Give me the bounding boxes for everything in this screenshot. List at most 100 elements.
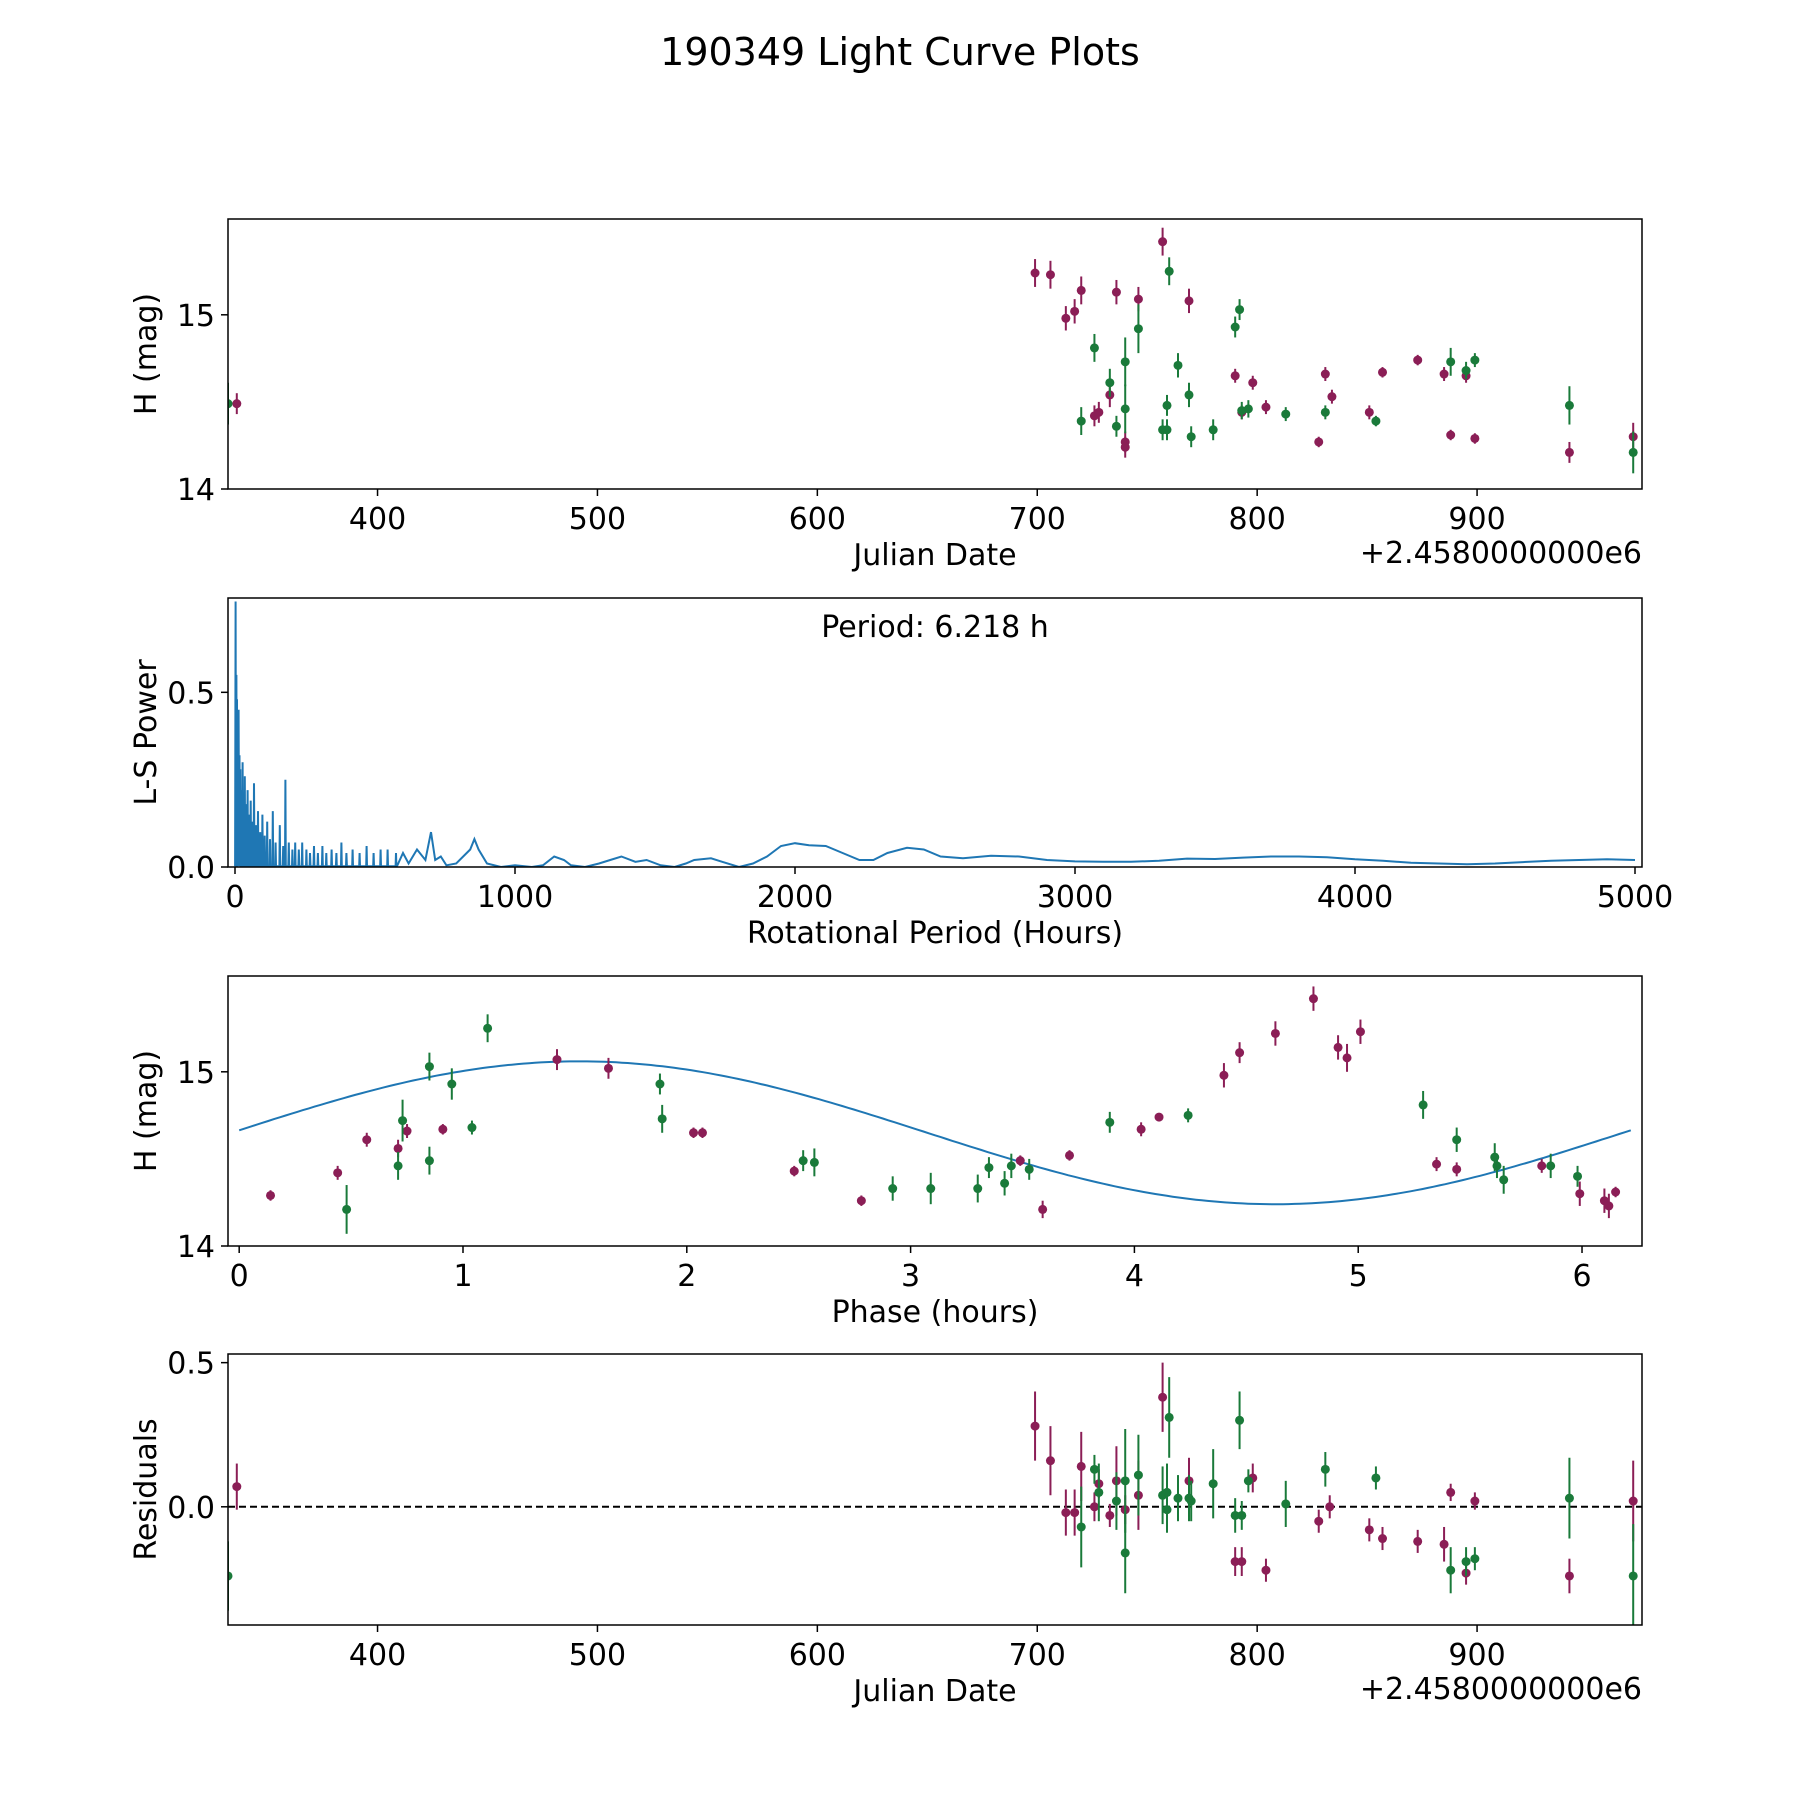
band2-data-point — [1230, 322, 1240, 332]
band2-data-point — [483, 1023, 493, 1033]
x-axis-label: Phase (hours) — [832, 1295, 1039, 1330]
band1-data-point — [1314, 437, 1324, 447]
residuals-plot-area — [228, 1362, 1642, 1625]
band1-data-point — [1111, 287, 1121, 297]
band2-data-point — [1120, 404, 1130, 414]
y-tick-label: 14 — [177, 473, 215, 508]
band1-data-point — [1413, 355, 1423, 365]
x-tick-label: 400 — [349, 1638, 406, 1673]
band1-data-point — [1184, 296, 1194, 306]
y-axis-label: H (mag) — [129, 293, 164, 415]
band1-data-point — [1261, 1565, 1271, 1575]
band2-data-point — [1173, 1493, 1183, 1503]
band2-data-point — [1243, 404, 1253, 414]
band2-data-point — [1120, 1476, 1130, 1486]
band1-data-point — [1248, 378, 1258, 388]
band2-data-point — [1162, 1505, 1172, 1515]
band2-data-point — [1446, 1565, 1456, 1575]
x-tick-label: 1000 — [477, 880, 553, 915]
band1-data-point — [1413, 1536, 1423, 1546]
band1-data-point — [1120, 442, 1130, 452]
band2-data-point — [1208, 1479, 1218, 1489]
band1-data-point — [1604, 1201, 1614, 1211]
x-tick-label: 500 — [569, 502, 626, 537]
x-tick-label: 800 — [1229, 1638, 1286, 1673]
band2-data-point — [1573, 1171, 1583, 1181]
band2-data-point — [1628, 447, 1638, 457]
band2-data-point — [798, 1156, 808, 1166]
band1-data-point — [789, 1166, 799, 1176]
band1-data-point — [1364, 407, 1374, 417]
x-offset-label: +2.4580000000e6 — [1360, 536, 1642, 571]
y-tick-label: 0.0 — [167, 1491, 215, 1526]
x-offset-label: +2.4580000000e6 — [1360, 1672, 1642, 1707]
band2-data-point — [1230, 1510, 1240, 1520]
band2-data-point — [1024, 1164, 1034, 1174]
y-tick-label: 15 — [177, 1056, 215, 1091]
band2-data-point — [424, 1156, 434, 1166]
band2-data-point — [1418, 1100, 1428, 1110]
band1-data-point — [232, 399, 242, 409]
band2-data-point — [1164, 266, 1174, 276]
band1-data-point — [1327, 392, 1337, 402]
y-tick-label: 15 — [177, 299, 215, 334]
band1-data-point — [1158, 237, 1168, 247]
x-axis-label: Julian Date — [851, 538, 1016, 573]
light-curve-plot-area — [228, 227, 1638, 474]
band2-data-point — [1446, 357, 1456, 367]
x-tick-label: 600 — [789, 1638, 846, 1673]
band2-data-point — [1208, 425, 1218, 435]
y-tick-label: 0.5 — [167, 676, 215, 711]
band2-data-point — [1183, 1110, 1193, 1120]
band1-data-point — [1308, 994, 1318, 1004]
x-tick-label: 6 — [1572, 1259, 1591, 1294]
band2-data-point — [1089, 1464, 1099, 1474]
band2-data-point — [1564, 1493, 1574, 1503]
x-tick-label: 0 — [230, 1259, 249, 1294]
x-tick-label: 5 — [1349, 1259, 1368, 1294]
band2-data-point — [467, 1123, 477, 1133]
x-tick-label: 400 — [349, 502, 406, 537]
band1-data-point — [1230, 371, 1240, 381]
x-axis-label: Julian Date — [851, 1674, 1016, 1709]
y-tick-label: 0.5 — [167, 1347, 215, 1382]
band2-data-point — [1499, 1175, 1509, 1185]
band2-data-point — [1111, 1496, 1121, 1506]
band2-data-point — [1173, 360, 1183, 370]
band2-data-point — [1371, 1473, 1381, 1483]
y-axis-label: Residuals — [129, 1418, 164, 1560]
x-tick-label: 800 — [1229, 502, 1286, 537]
band2-data-point — [1186, 1496, 1196, 1506]
band1-data-point — [362, 1135, 372, 1145]
band1-data-point — [438, 1124, 448, 1134]
band2-data-point — [393, 1161, 403, 1171]
band2-data-point — [1076, 1522, 1086, 1532]
band1-data-point — [1237, 1557, 1247, 1567]
band1-data-point — [1564, 1571, 1574, 1581]
band1-data-point — [697, 1128, 707, 1138]
band2-data-point — [1470, 1554, 1480, 1564]
x-tick-label: 500 — [569, 1638, 626, 1673]
band2-data-point — [1120, 1548, 1130, 1558]
band2-data-point — [1120, 357, 1130, 367]
band2-data-point — [1461, 1557, 1471, 1567]
band1-data-point — [1575, 1189, 1585, 1199]
x-tick-label: 900 — [1448, 502, 1505, 537]
band2-data-point — [1461, 366, 1471, 376]
light-curve-axes-frame — [227, 218, 1643, 490]
figure-title: 190349 Light Curve Plots — [660, 30, 1140, 74]
periodogram-panel — [221, 597, 1643, 874]
band2-data-point — [888, 1184, 898, 1194]
band1-data-point — [1342, 1053, 1352, 1063]
y-tick-label: 14 — [177, 1230, 215, 1265]
x-tick-label: 4 — [1125, 1259, 1144, 1294]
band1-data-point — [856, 1196, 866, 1206]
band2-data-point — [1281, 409, 1291, 419]
band2-data-point — [655, 1079, 665, 1089]
x-tick-label: 4000 — [1317, 880, 1393, 915]
x-tick-label: 600 — [789, 502, 846, 537]
band2-data-point — [1162, 400, 1172, 410]
x-tick-label: 2 — [677, 1259, 696, 1294]
band1-data-point — [689, 1128, 699, 1138]
